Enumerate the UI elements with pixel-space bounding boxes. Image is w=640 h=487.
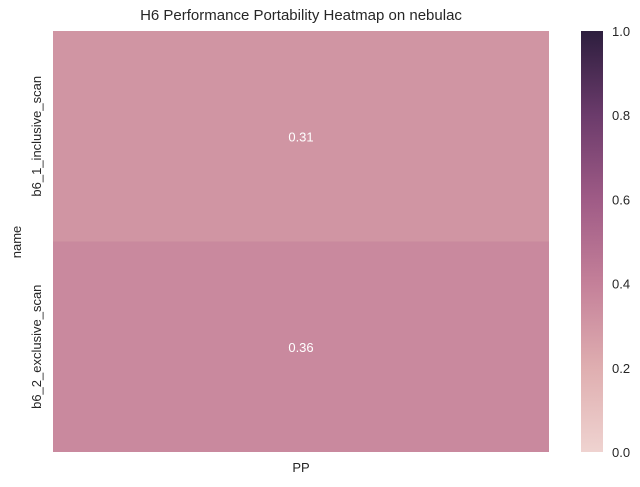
colorbar-tick-label: 0.0 xyxy=(612,445,630,460)
heatmap-cell xyxy=(53,31,549,242)
colorbar-tick-label: 0.6 xyxy=(612,192,630,207)
chart-title: H6 Performance Portability Heatmap on ne… xyxy=(140,7,462,24)
y-tick-label: b6_1_inclusive_scan xyxy=(29,76,44,197)
cell-value-label: 0.36 xyxy=(288,340,313,355)
colorbar-tick-label: 0.2 xyxy=(612,361,630,376)
y-axis-label: name xyxy=(9,226,24,259)
colorbar-tick-label: 0.4 xyxy=(612,277,630,292)
heatmap-cell xyxy=(53,241,549,452)
colorbar xyxy=(581,31,603,452)
colorbar-tick-label: 0.8 xyxy=(612,108,630,123)
cell-value-label: 0.31 xyxy=(288,129,313,144)
colorbar-tick-label: 1.0 xyxy=(612,24,630,39)
y-tick-label: b6_2_exclusive_scan xyxy=(29,285,44,409)
x-tick-label: PP xyxy=(292,460,309,475)
